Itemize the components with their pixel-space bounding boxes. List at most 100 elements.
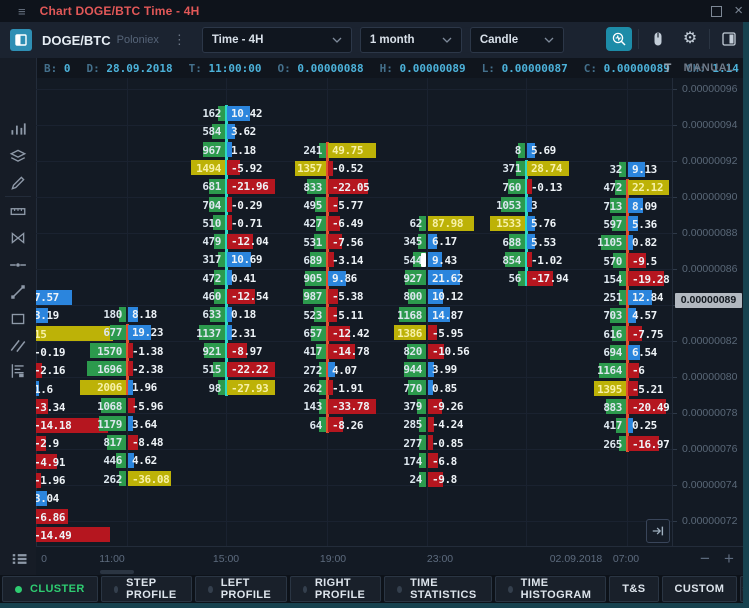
price-scale-mode-label[interactable]: MANUAL [683,62,735,74]
range-dropdown[interactable]: 1 month [359,27,462,53]
indicators-icon[interactable] [9,120,27,143]
cluster-volume-value: 1395 [597,382,622,396]
object-list-icon[interactable] [9,549,29,574]
cluster-delta-bar [428,288,444,304]
cluster-volume-bar [518,270,525,286]
cluster-delta-value: 3.64 [132,417,157,431]
close-icon[interactable]: × [734,2,743,19]
chart-area[interactable]: 7.57 3.19 15 -0.19 -2.16 1.6 -3.34 -14.18 -2.9 -4… [36,78,672,546]
cluster-volume-value: 1053 [496,198,521,212]
go-to-latest-button[interactable] [646,519,670,543]
cluster-delta-bar [227,160,241,176]
chart-style-dropdown[interactable]: Candle [469,27,564,53]
draw-pencil-icon[interactable] [9,174,27,197]
ruler-icon[interactable] [9,202,27,225]
info-change: Ch: 1.14 [685,61,739,75]
cluster-delta-value: -8.48 [132,436,164,450]
timeframe-dropdown[interactable]: Time - 4H [201,27,352,53]
symbol-menu-icon[interactable]: ⋮ [172,32,186,47]
cluster-delta-bar [628,399,666,415]
grid-line-horizontal [36,89,672,90]
cluster-delta-value: 7.57 [36,291,59,304]
cluster-delta-value: 14.87 [432,308,464,322]
grid-line-horizontal [36,233,672,234]
cluster-delta-bar [628,436,660,451]
tab-time-statistics[interactable]: TIME STATISTICS [384,576,492,602]
cluster-delta-value: -4.24 [432,418,464,432]
price-axis[interactable]: 0.00000096 0.00000094 0.00000092 0.00000090… [672,78,744,546]
cluster-volume-bar [217,251,225,267]
cluster-delta-value: 9.43 [432,253,457,267]
cluster-delta-value: -6 [632,364,645,378]
tab-ts[interactable]: T&S [609,576,659,602]
grid-line-horizontal [36,485,672,486]
cluster-volume-bar [208,197,225,212]
cluster-volume-bar [611,326,626,342]
tab-step-profile[interactable]: STEP PROFILE [100,576,193,602]
horizontal-line-icon[interactable] [9,256,27,279]
menu-icon[interactable]: ≡ [18,3,26,19]
trend-line-icon[interactable] [9,283,27,306]
market-scanner-button[interactable] [606,27,632,51]
cluster-delta-value: 9.86 [332,272,357,286]
cluster-volume-bar [110,324,126,340]
price-tick [673,125,677,126]
cluster-delta-bar [227,306,232,322]
chevron-down-icon [442,37,452,43]
candle-wick [626,179,629,452]
cluster-delta-bar [227,215,232,231]
time-axis[interactable]: − + 0 11:00 15:00 19:00 23:00 02.09.2018 07:00 [36,546,743,576]
tab-time-histogram[interactable]: TIME HISTOGRAM [494,576,607,602]
symbol-label[interactable]: DOGE/BTC [42,32,111,48]
cluster-volume-value: 417 [603,419,622,433]
chart-style-value: Candle [479,34,519,46]
cluster-volume-bar [305,270,326,286]
cluster-delta-value: -27.93 [231,381,269,395]
cluster-volume-bar [115,452,126,468]
cluster-volume-bar [79,379,126,395]
rectangle-tool-icon[interactable] [9,310,27,333]
zoom-out-button[interactable]: − [700,549,710,568]
info-high: H: 0.00000089 [379,61,466,75]
tab-custom[interactable]: CUSTOM [661,576,738,602]
maximize-icon[interactable] [711,5,723,17]
cluster-volume-value: 1137 [196,326,221,340]
cluster-delta-bar [428,380,433,396]
truncated-label: T [664,61,672,75]
window-edge [743,22,749,608]
cluster-delta-bar [128,306,138,322]
cluster-delta-value: 1.96 [132,381,157,395]
horizontal-scrollbar-thumb[interactable] [100,570,134,574]
cluster-volume-value: 967 [202,143,221,157]
cluster-delta-bar [628,179,669,195]
cluster-delta-bar [128,379,133,395]
layers-icon[interactable] [9,147,27,170]
cluster-delta-bar [428,435,433,451]
cluster-delta-bar [628,234,633,250]
panel-layout-button[interactable] [716,27,742,51]
cluster-delta-value: -9.8 [432,473,457,487]
cluster-delta-value: 1.6 [36,382,53,396]
tab-left-profile[interactable]: LEFT PROFILE [195,576,287,602]
cluster-delta-value: -0.29 [231,198,263,212]
cluster-delta-value: 0.18 [231,308,256,322]
settings-gear-button[interactable]: ⚙ [677,27,703,51]
cluster-delta-bar [128,343,133,359]
fibonacci-icon[interactable] [9,362,27,385]
pattern-bowtie-icon[interactable] [9,229,27,252]
cluster-volume-bar [509,234,525,249]
cluster-delta-value: -22.22 [231,363,269,377]
cluster-volume-value: 657 [303,327,322,340]
mouse-settings-button[interactable] [645,27,671,51]
cluster-volume-value: 317 [202,253,221,267]
tab-right-profile[interactable]: RIGHT PROFILE [289,576,382,602]
grid-line-horizontal [36,125,672,126]
app-logo-icon[interactable] [10,29,32,51]
tab-cluster[interactable]: CLUSTER [2,576,98,602]
zoom-in-button[interactable]: + [724,549,734,568]
parallel-channel-icon[interactable] [9,337,27,360]
cluster-volume-value: 174 [403,454,422,468]
cluster-delta-bar [227,325,233,341]
cluster-delta-bar [628,198,643,214]
cluster-delta-bar [527,215,536,231]
